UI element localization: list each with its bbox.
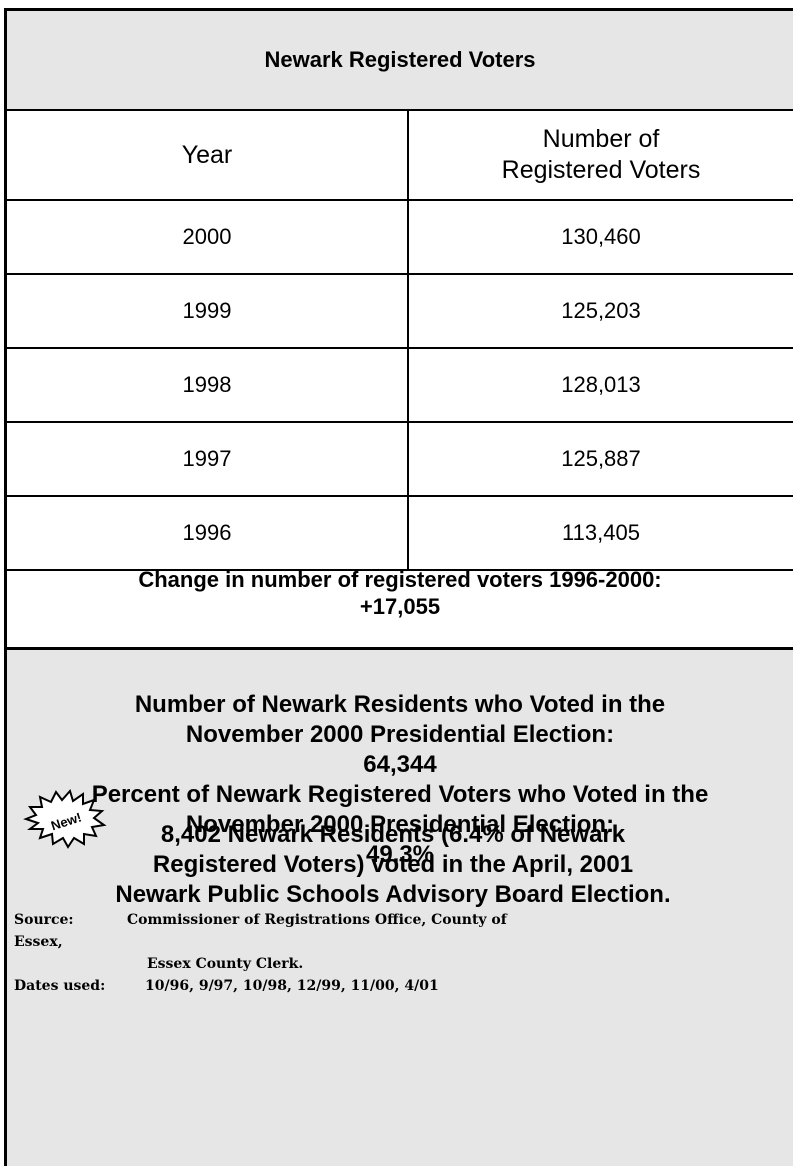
voted-value: 64,344 bbox=[363, 751, 437, 778]
election-panel: Number of Newark Residents who Voted in … bbox=[7, 650, 793, 1166]
election-stats: Number of Newark Residents who Voted in … bbox=[7, 690, 793, 870]
row-voters: 128,013 bbox=[561, 372, 641, 397]
percent-line2: November 2000 Presidential Election: bbox=[185, 811, 615, 838]
percent-value: 49.3% bbox=[365, 841, 435, 868]
source-line1-cont: Essex, bbox=[14, 934, 63, 950]
table-row: 1996 113,405 bbox=[7, 497, 793, 571]
board-election-note: 8,402 Newark Residents (6.4% of Newark R… bbox=[0, 820, 786, 910]
voters-table: Year Number of Registered Voters 2000 13… bbox=[7, 111, 793, 571]
voted-line2: November 2000 Presidential Election: bbox=[185, 721, 615, 748]
change-value: +17,055 bbox=[359, 594, 441, 619]
board-line3: Newark Public Schools Advisory Board Ele… bbox=[115, 881, 671, 908]
table-row: 1997 125,887 bbox=[7, 423, 793, 497]
row-voters: 125,887 bbox=[561, 446, 641, 471]
row-voters: 125,203 bbox=[561, 298, 641, 323]
voted-line1: Number of Newark Residents who Voted in … bbox=[134, 691, 666, 718]
new-starburst-icon: New! bbox=[23, 788, 107, 849]
source-notes: Source: Commissioner of Registrations Of… bbox=[14, 909, 784, 997]
dates-value: 10/96, 9/97, 10/98, 12/99, 11/00, 4/01 bbox=[145, 978, 439, 994]
board-line1: 8,402 Newark Residents (6.4% of Newark bbox=[160, 821, 626, 848]
header-voters-line2: Registered Voters bbox=[501, 156, 701, 184]
row-year: 2000 bbox=[7, 201, 409, 273]
dates-label: Dates used: bbox=[14, 978, 106, 994]
row-year: 1999 bbox=[7, 275, 409, 347]
header-voters-line1: Number of bbox=[542, 125, 660, 153]
row-voters: 113,405 bbox=[562, 520, 640, 545]
header-voters: Number of Registered Voters bbox=[409, 111, 793, 199]
frame-top-border bbox=[4, 8, 793, 11]
row-year: 1996 bbox=[7, 497, 409, 569]
source-line1: Commissioner of Registrations Office, Co… bbox=[127, 912, 507, 928]
change-label: Change in number of registered voters 19… bbox=[138, 567, 662, 592]
change-summary: Change in number of registered voters 19… bbox=[7, 539, 793, 650]
title-band: Newark Registered Voters bbox=[7, 11, 793, 111]
row-voters: 130,460 bbox=[561, 224, 641, 249]
source-line2: Essex County Clerk. bbox=[147, 956, 304, 972]
frame-left-border bbox=[4, 8, 7, 1166]
table-row: 2000 130,460 bbox=[7, 201, 793, 275]
table-row: 1999 125,203 bbox=[7, 275, 793, 349]
table-header-row: Year Number of Registered Voters bbox=[7, 111, 793, 201]
source-label: Source: bbox=[14, 912, 74, 928]
row-year: 1998 bbox=[7, 349, 409, 421]
table-row: 1998 128,013 bbox=[7, 349, 793, 423]
header-year: Year bbox=[7, 111, 409, 199]
page-title: Newark Registered Voters bbox=[264, 47, 536, 72]
percent-line1: Percent of Newark Registered Voters who … bbox=[91, 781, 709, 808]
row-year: 1997 bbox=[7, 423, 409, 495]
board-line2: Registered Voters) voted in the April, 2… bbox=[152, 851, 634, 878]
